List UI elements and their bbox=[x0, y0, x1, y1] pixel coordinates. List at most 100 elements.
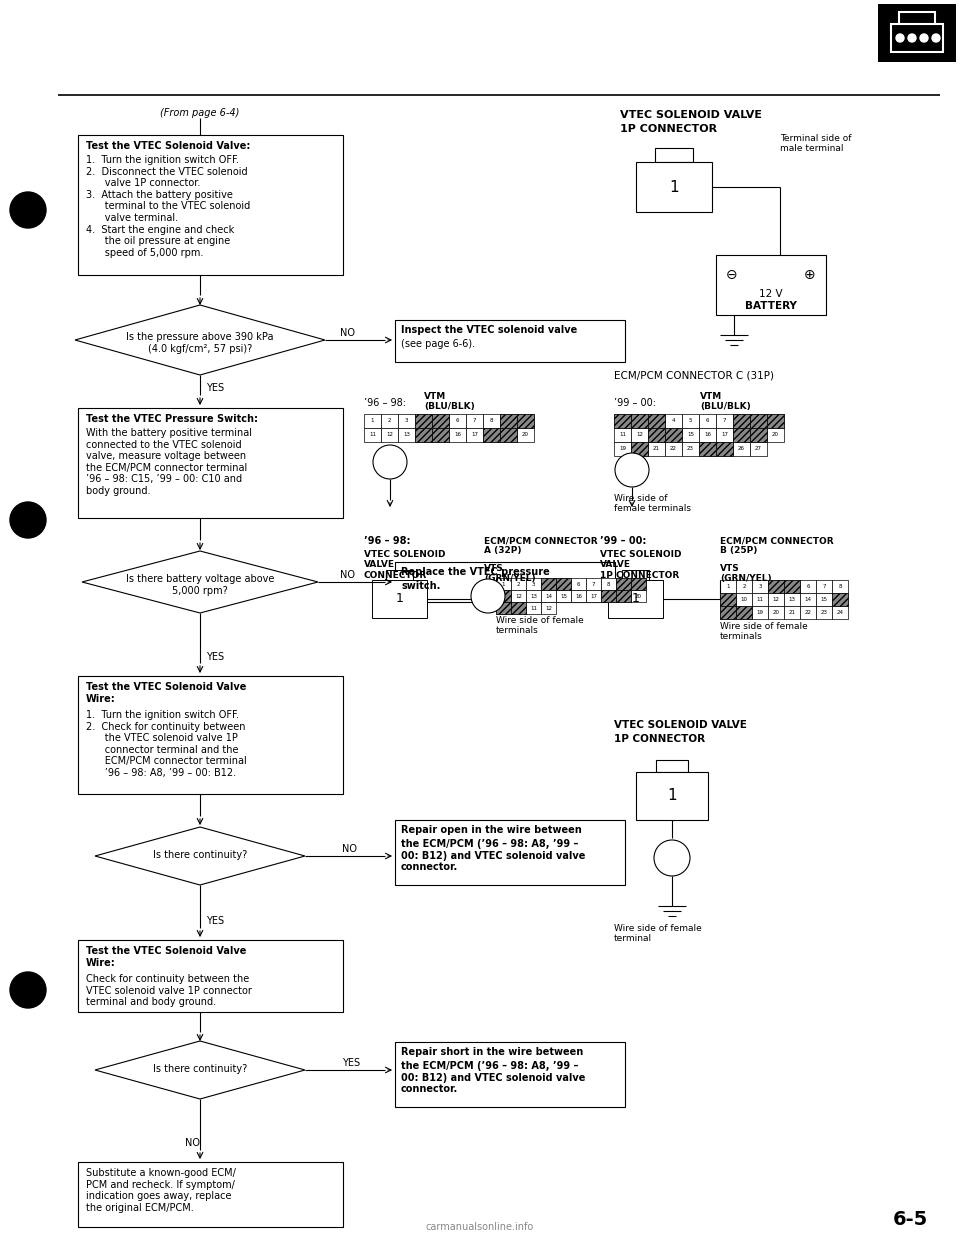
Circle shape bbox=[615, 453, 649, 487]
FancyBboxPatch shape bbox=[699, 414, 716, 428]
Text: 12: 12 bbox=[515, 594, 522, 599]
FancyBboxPatch shape bbox=[541, 602, 556, 614]
Polygon shape bbox=[720, 592, 736, 606]
FancyBboxPatch shape bbox=[768, 592, 784, 606]
FancyBboxPatch shape bbox=[496, 602, 511, 614]
Polygon shape bbox=[720, 606, 736, 619]
FancyBboxPatch shape bbox=[636, 773, 708, 820]
Text: Wire side of
female terminals: Wire side of female terminals bbox=[614, 494, 691, 513]
FancyBboxPatch shape bbox=[768, 606, 784, 619]
FancyBboxPatch shape bbox=[750, 414, 767, 428]
Text: Test the VTEC Solenoid Valve:: Test the VTEC Solenoid Valve: bbox=[86, 142, 251, 152]
Text: VTEC SOLENOID
VALVE
1P CONNECTOR: VTEC SOLENOID VALVE 1P CONNECTOR bbox=[600, 550, 682, 580]
Text: ECM/PCM CONNECTOR
A (32P): ECM/PCM CONNECTOR A (32P) bbox=[484, 537, 598, 555]
Polygon shape bbox=[517, 414, 534, 428]
Text: 13: 13 bbox=[530, 594, 537, 599]
FancyBboxPatch shape bbox=[832, 606, 848, 619]
Text: ’96 – 98:: ’96 – 98: bbox=[364, 537, 411, 546]
Text: the ECM/PCM (’96 – 98: A8, ’99 –
00: B12) and VTEC solenoid valve
connector.: the ECM/PCM (’96 – 98: A8, ’99 – 00: B12… bbox=[401, 1061, 586, 1094]
Text: YES: YES bbox=[342, 1058, 360, 1068]
Text: YES: YES bbox=[206, 652, 224, 662]
Text: ECM/PCM CONNECTOR
B (25P): ECM/PCM CONNECTOR B (25P) bbox=[720, 537, 833, 555]
Text: 12: 12 bbox=[545, 606, 552, 611]
Text: VTS
(GRN/YEL): VTS (GRN/YEL) bbox=[484, 564, 536, 584]
Polygon shape bbox=[784, 580, 800, 592]
FancyBboxPatch shape bbox=[541, 590, 556, 602]
Text: Is there continuity?: Is there continuity? bbox=[153, 850, 247, 859]
FancyBboxPatch shape bbox=[78, 1163, 343, 1227]
Text: NO: NO bbox=[340, 570, 355, 580]
Text: 2: 2 bbox=[388, 419, 392, 424]
Text: 11: 11 bbox=[619, 432, 626, 437]
FancyBboxPatch shape bbox=[899, 12, 935, 26]
Polygon shape bbox=[665, 428, 682, 442]
Text: 15: 15 bbox=[560, 594, 567, 599]
FancyBboxPatch shape bbox=[500, 414, 517, 428]
Text: 4: 4 bbox=[672, 419, 675, 424]
Text: ’96 – 98:: ’96 – 98: bbox=[364, 397, 406, 409]
Polygon shape bbox=[733, 428, 750, 442]
Text: Substitute a known-good ECM/
PCM and recheck. If symptom/
indication goes away, : Substitute a known-good ECM/ PCM and rec… bbox=[86, 1167, 236, 1212]
Text: 10: 10 bbox=[740, 597, 748, 602]
FancyBboxPatch shape bbox=[784, 580, 800, 592]
FancyBboxPatch shape bbox=[511, 578, 526, 590]
Text: 1P CONNECTOR: 1P CONNECTOR bbox=[620, 124, 717, 134]
Text: 1P CONNECTOR: 1P CONNECTOR bbox=[614, 734, 706, 744]
FancyBboxPatch shape bbox=[800, 606, 816, 619]
Text: Repair open in the wire between: Repair open in the wire between bbox=[401, 825, 582, 835]
Text: ⊖: ⊖ bbox=[726, 268, 738, 282]
Polygon shape bbox=[415, 414, 432, 428]
Circle shape bbox=[10, 972, 46, 1009]
Text: YES: YES bbox=[206, 917, 224, 927]
Polygon shape bbox=[733, 414, 750, 428]
Polygon shape bbox=[616, 578, 631, 590]
FancyBboxPatch shape bbox=[432, 428, 449, 442]
Text: 27: 27 bbox=[755, 447, 762, 452]
FancyBboxPatch shape bbox=[78, 676, 343, 794]
FancyBboxPatch shape bbox=[78, 409, 343, 518]
FancyBboxPatch shape bbox=[496, 578, 511, 590]
FancyBboxPatch shape bbox=[716, 428, 733, 442]
FancyBboxPatch shape bbox=[614, 442, 631, 456]
Text: 6: 6 bbox=[456, 419, 459, 424]
Text: 11: 11 bbox=[756, 597, 763, 602]
FancyBboxPatch shape bbox=[648, 442, 665, 456]
FancyBboxPatch shape bbox=[750, 442, 767, 456]
FancyBboxPatch shape bbox=[768, 580, 784, 592]
Text: ⊕: ⊕ bbox=[804, 268, 816, 282]
FancyBboxPatch shape bbox=[517, 414, 534, 428]
Text: Wire side of female
terminal: Wire side of female terminal bbox=[614, 924, 702, 944]
Text: 8: 8 bbox=[838, 584, 842, 589]
Text: 12: 12 bbox=[386, 432, 393, 437]
FancyBboxPatch shape bbox=[891, 24, 943, 52]
Text: 15: 15 bbox=[821, 597, 828, 602]
Text: 6: 6 bbox=[806, 584, 809, 589]
Text: Terminal side of
male terminal: Terminal side of male terminal bbox=[780, 134, 852, 154]
FancyBboxPatch shape bbox=[699, 428, 716, 442]
Text: 11: 11 bbox=[530, 606, 537, 611]
FancyBboxPatch shape bbox=[736, 580, 752, 592]
FancyBboxPatch shape bbox=[631, 428, 648, 442]
FancyBboxPatch shape bbox=[832, 580, 848, 592]
FancyBboxPatch shape bbox=[631, 578, 646, 590]
Text: 3: 3 bbox=[532, 581, 536, 586]
Circle shape bbox=[932, 34, 940, 42]
FancyBboxPatch shape bbox=[614, 414, 631, 428]
FancyBboxPatch shape bbox=[78, 135, 343, 274]
Text: Is there battery voltage above
5,000 rpm?: Is there battery voltage above 5,000 rpm… bbox=[126, 574, 275, 596]
FancyBboxPatch shape bbox=[800, 580, 816, 592]
Text: Test the VTEC Pressure Switch:: Test the VTEC Pressure Switch: bbox=[86, 414, 258, 424]
Text: NO: NO bbox=[340, 328, 355, 338]
Text: 13: 13 bbox=[403, 432, 410, 437]
FancyBboxPatch shape bbox=[586, 578, 601, 590]
Text: 1: 1 bbox=[667, 789, 677, 804]
Circle shape bbox=[654, 840, 690, 876]
Circle shape bbox=[10, 193, 46, 229]
Text: 1: 1 bbox=[669, 180, 679, 195]
Polygon shape bbox=[95, 827, 305, 886]
Text: 7: 7 bbox=[591, 581, 595, 586]
FancyBboxPatch shape bbox=[752, 580, 768, 592]
FancyBboxPatch shape bbox=[526, 578, 541, 590]
FancyBboxPatch shape bbox=[398, 414, 415, 428]
Polygon shape bbox=[500, 428, 517, 442]
